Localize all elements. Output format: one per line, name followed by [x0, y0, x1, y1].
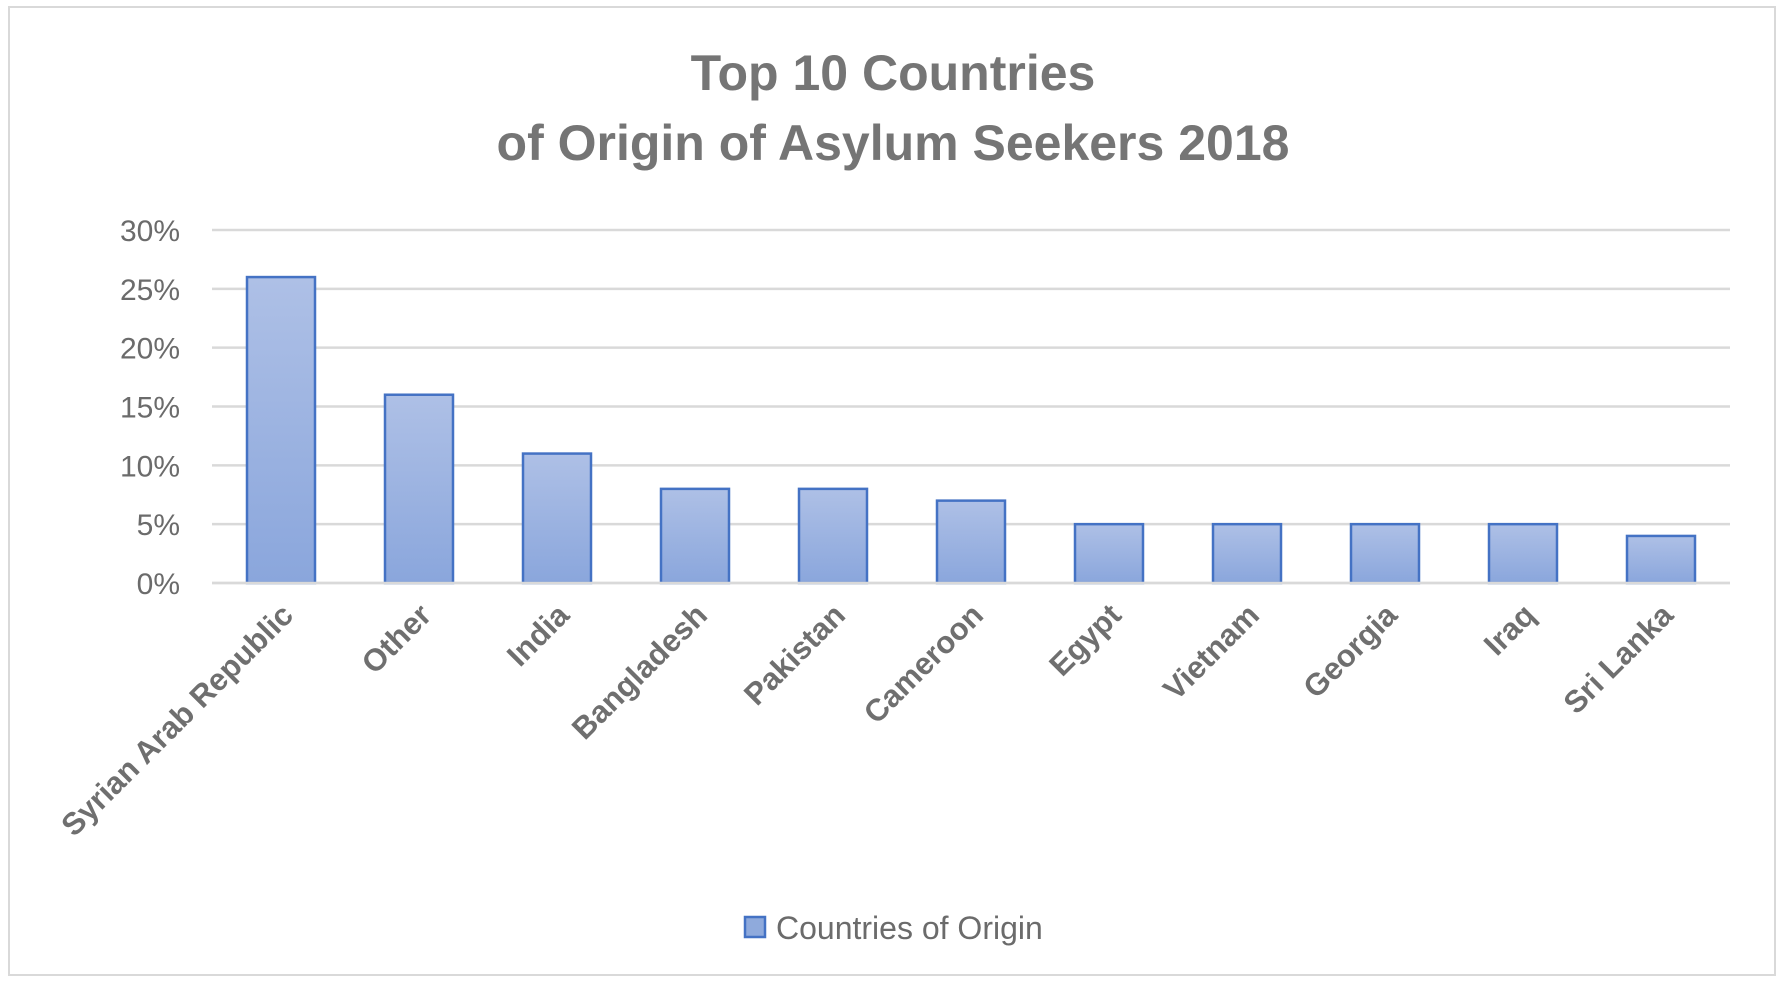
x-tick-label: Iraq [1477, 597, 1542, 662]
y-tick-label: 0% [137, 568, 180, 601]
bar-other [383, 393, 455, 585]
chart-title: Top 10 Countries of Origin of Asylum See… [497, 45, 1290, 171]
y-tick-label: 10% [120, 450, 180, 483]
bars [212, 275, 1730, 585]
bar-egypt [1073, 522, 1145, 585]
y-tick-label: 5% [137, 509, 180, 542]
x-tick-label: Vietnam [1156, 597, 1266, 707]
y-tick-label: 20% [120, 333, 180, 366]
x-tick-label: Syrian Arab Republic [54, 597, 300, 843]
bar-pakistan [797, 487, 869, 585]
bar-india [521, 452, 593, 585]
x-axis-tick-labels: Syrian Arab Republic Other IndiaBangladesh… [54, 597, 1680, 843]
x-tick-label: Georgia [1296, 597, 1404, 705]
y-tick-label: 15% [120, 392, 180, 425]
bar-bangladesh [659, 487, 731, 585]
y-tick-label: 25% [120, 274, 180, 307]
x-tick-label: Other [355, 597, 438, 680]
x-tick-label: India [500, 597, 576, 673]
y-axis-tick-labels: 0% 5% 10% 15% 20% 25% 30% [120, 215, 180, 601]
x-tick-label: Pakistan [737, 597, 852, 712]
bar-cameroon [935, 499, 1007, 585]
bar-syrian-arab-republic [245, 275, 317, 585]
x-tick-label: Sri Lanka [1557, 597, 1681, 721]
bar-vietnam [1211, 522, 1283, 585]
legend-label: Countries of Origin [776, 910, 1043, 946]
legend-swatch [743, 915, 767, 939]
x-tick-label: Egypt [1042, 597, 1128, 683]
chart-title-line-2: of Origin of Asylum Seekers 2018 [497, 115, 1290, 171]
bar-sri-lanka [1625, 534, 1697, 585]
y-tick-label: 30% [120, 215, 180, 248]
chart-title-line-1: Top 10 Countries [691, 45, 1096, 101]
x-tick-label: Cameroon [857, 597, 990, 730]
x-tick-label: Bangladesh [565, 597, 714, 746]
bar-georgia [1349, 522, 1421, 585]
bar-iraq [1487, 522, 1559, 585]
legend: Countries of Origin [743, 910, 1043, 946]
